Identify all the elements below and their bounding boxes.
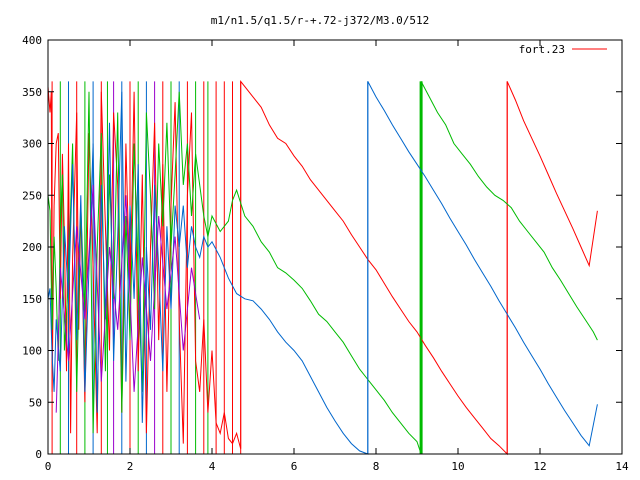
- y-tick-label: 250: [22, 189, 42, 202]
- x-tick-label: 0: [45, 460, 52, 473]
- y-tick-label: 350: [22, 86, 42, 99]
- y-tick-label: 400: [22, 34, 42, 47]
- plot-area: [47, 79, 598, 456]
- x-tick-label: 10: [451, 460, 464, 473]
- y-tick-label: 0: [35, 448, 42, 461]
- y-tick-label: 100: [22, 345, 42, 358]
- legend: fort.23: [519, 43, 607, 56]
- legend-label-fort-23: fort.23: [519, 43, 565, 56]
- axes: 0 2 4 6 8 10 12 14 0 50 100 150 200 250 300 350 400: [22, 34, 629, 473]
- x-tick-label: 4: [209, 460, 216, 473]
- y-tick-label: 50: [29, 396, 42, 409]
- series-line-2: [47, 81, 598, 455]
- x-tick-label: 6: [291, 460, 298, 473]
- x-tick-label: 14: [615, 460, 629, 473]
- chart-title: m1/n1.5/q1.5/r-+.72-j372/M3.0/512: [211, 14, 430, 27]
- y-tick-label: 200: [22, 241, 42, 254]
- x-tick-label: 2: [127, 460, 134, 473]
- y-tick-label: 150: [22, 293, 42, 306]
- y-tick-label: 300: [22, 138, 42, 151]
- x-tick-label: 8: [373, 460, 380, 473]
- x-tick-label: 12: [533, 460, 546, 473]
- series-line-3: [55, 184, 201, 413]
